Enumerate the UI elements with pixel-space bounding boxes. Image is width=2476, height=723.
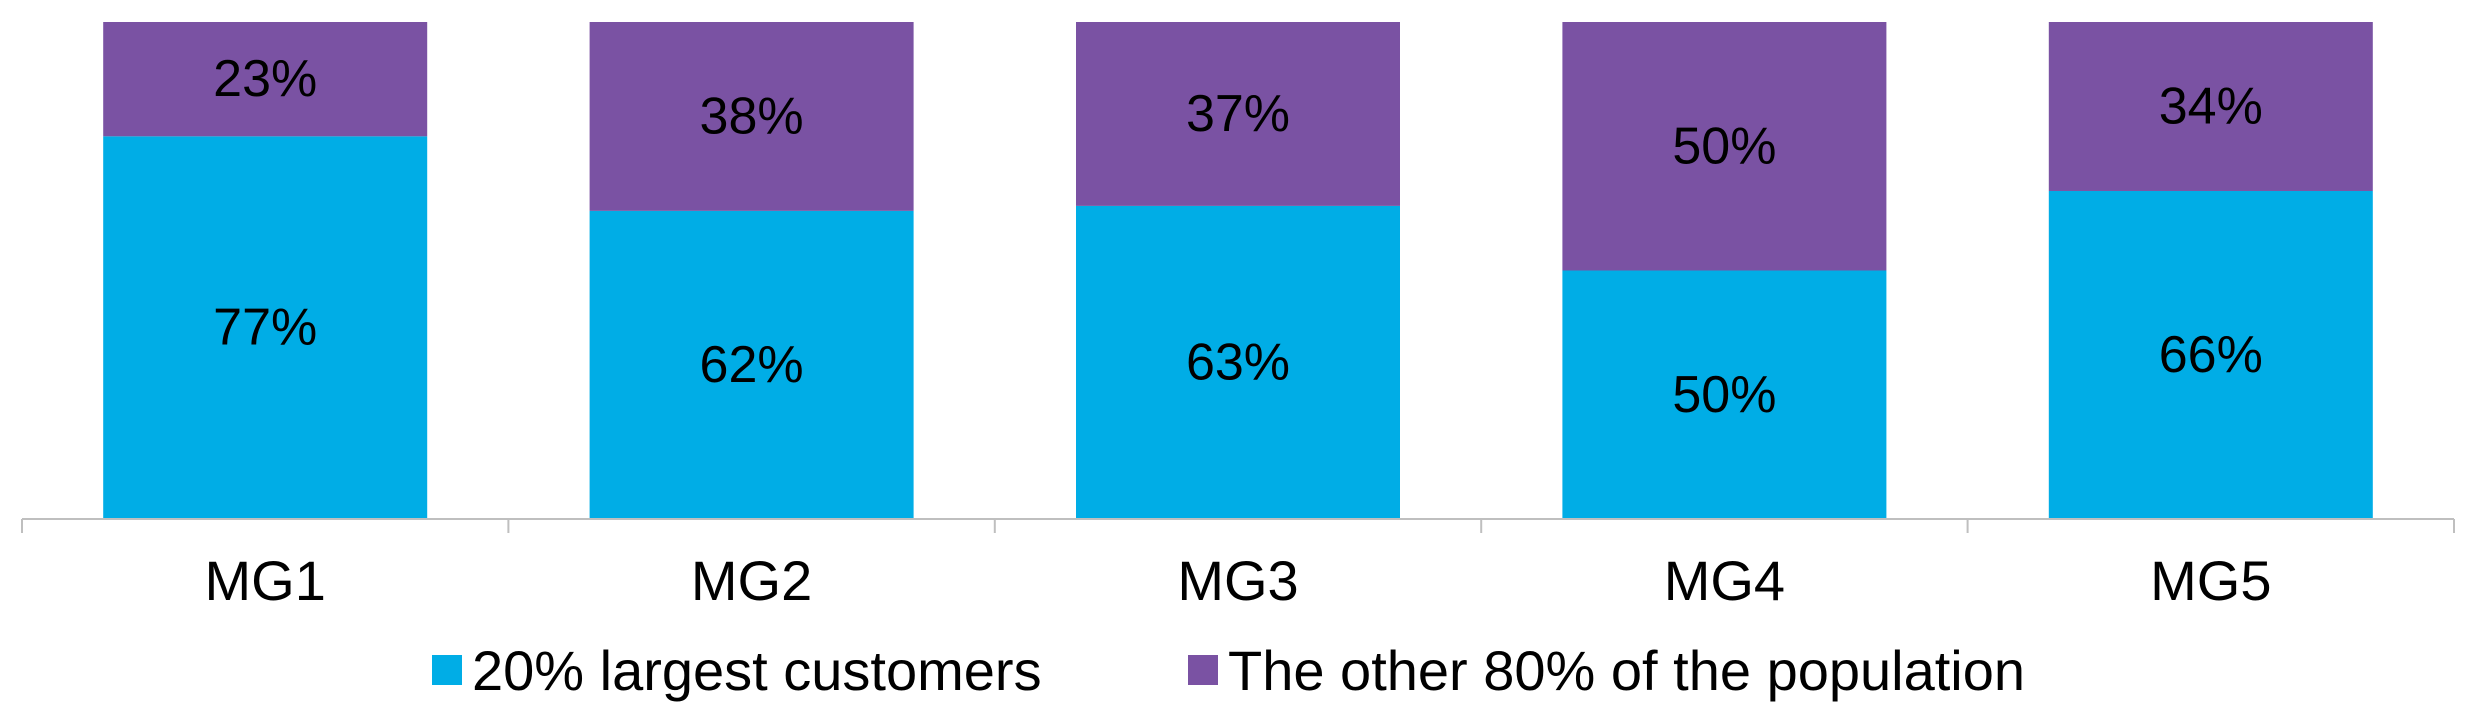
bar-mg3-series-1 xyxy=(1076,205,1400,519)
legend-label-series-2: The other 80% of the population xyxy=(1228,639,2025,702)
bar-label-mg4-series-2: 50% xyxy=(1672,117,1776,175)
legend: 20% largest customers The other 80% of th… xyxy=(432,639,2025,702)
bar-label-mg2-series-1: 62% xyxy=(700,336,804,394)
legend-swatch-series-1 xyxy=(432,655,462,685)
bar-label-mg2-series-2: 38% xyxy=(700,87,804,145)
bar-mg5-series-2 xyxy=(2048,22,2373,191)
bar-mg1-series-2 xyxy=(103,22,428,137)
bar-label-mg5-series-1: 66% xyxy=(2159,326,2263,384)
bar-mg4-series-2 xyxy=(1562,22,1887,271)
bar-label-mg3-series-1: 63% xyxy=(1186,333,1290,391)
bar-label-mg3-series-2: 37% xyxy=(1186,85,1290,143)
legend-swatch-series-2 xyxy=(1188,655,1218,685)
x-tick-label-mg4: MG4 xyxy=(1664,549,1785,612)
bar-labels-group: 77% 23% 62% 38% 63% 37% 50% 50% 66% 34% xyxy=(213,50,2263,424)
bar-label-mg1-series-1: 77% xyxy=(213,299,317,357)
x-axis xyxy=(21,518,2455,533)
legend-label-series-1: 20% largest customers xyxy=(472,639,1042,702)
bar-label-mg5-series-2: 34% xyxy=(2159,77,2263,135)
bar-mg4-series-1 xyxy=(1562,270,1887,519)
x-tick-label-mg3: MG3 xyxy=(1177,549,1298,612)
x-tick-label-mg2: MG2 xyxy=(691,549,812,612)
x-tick-labels: MG1 MG2 MG3 MG4 MG5 xyxy=(205,549,2272,612)
bar-label-mg1-series-2: 23% xyxy=(213,50,317,108)
bar-mg3-series-2 xyxy=(1076,22,1400,206)
x-tick-label-mg1: MG1 xyxy=(205,549,326,612)
bar-mg2-series-1 xyxy=(589,210,914,520)
bars-group xyxy=(103,22,2373,520)
bar-label-mg4-series-1: 50% xyxy=(1672,366,1776,424)
bar-mg2-series-2 xyxy=(589,22,914,211)
bar-mg5-series-1 xyxy=(2048,190,2373,520)
bar-mg1-series-1 xyxy=(103,136,428,519)
x-tick-label-mg5: MG5 xyxy=(2150,549,2271,612)
